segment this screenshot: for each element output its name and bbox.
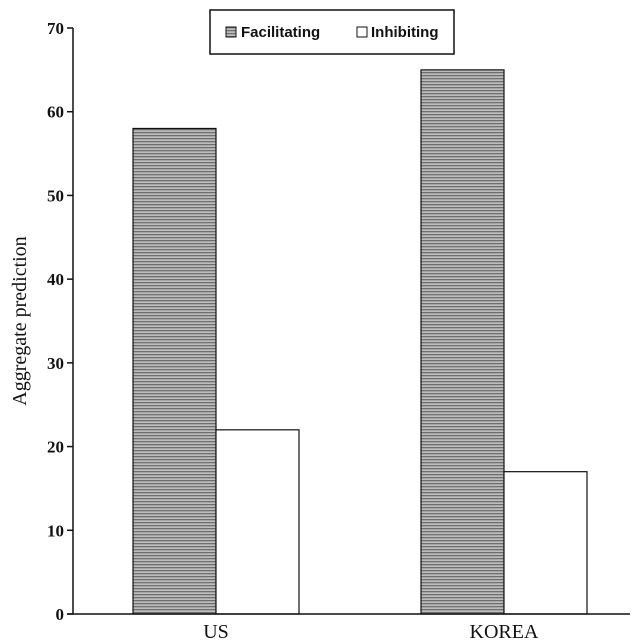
category-label: US bbox=[203, 621, 229, 643]
y-tick-label: 50 bbox=[47, 186, 64, 205]
y-tick-label: 70 bbox=[47, 19, 64, 38]
y-axis-label: Aggregate prediction bbox=[9, 236, 31, 405]
y-tick-label: 20 bbox=[47, 438, 64, 457]
y-tick-label: 10 bbox=[47, 521, 64, 540]
y-axis-ticks: 0 10 20 30 40 50 60 70 bbox=[47, 19, 73, 624]
bars bbox=[132, 69, 588, 615]
legend-label-inhibiting: Inhibiting bbox=[371, 24, 438, 41]
y-tick-label: 60 bbox=[47, 103, 64, 122]
legend-frame bbox=[209, 9, 455, 55]
legend-swatch-facilitating bbox=[225, 26, 237, 38]
bar-facilitating-korea bbox=[420, 69, 505, 615]
y-tick-label: 40 bbox=[47, 270, 64, 289]
legend-swatch-inhibiting bbox=[356, 26, 368, 38]
y-tick-label: 0 bbox=[56, 605, 65, 624]
legend-label-facilitating: Facilitating bbox=[241, 24, 320, 41]
category-label: KOREA bbox=[470, 621, 539, 643]
y-tick-label: 30 bbox=[47, 354, 64, 373]
bar-facilitating-us bbox=[132, 127, 217, 615]
legend: Facilitating Inhibiting bbox=[209, 9, 455, 55]
bar-inhibiting-us bbox=[215, 429, 300, 615]
category-labels: US KOREA bbox=[203, 621, 539, 643]
bar-inhibiting-korea bbox=[503, 471, 588, 615]
